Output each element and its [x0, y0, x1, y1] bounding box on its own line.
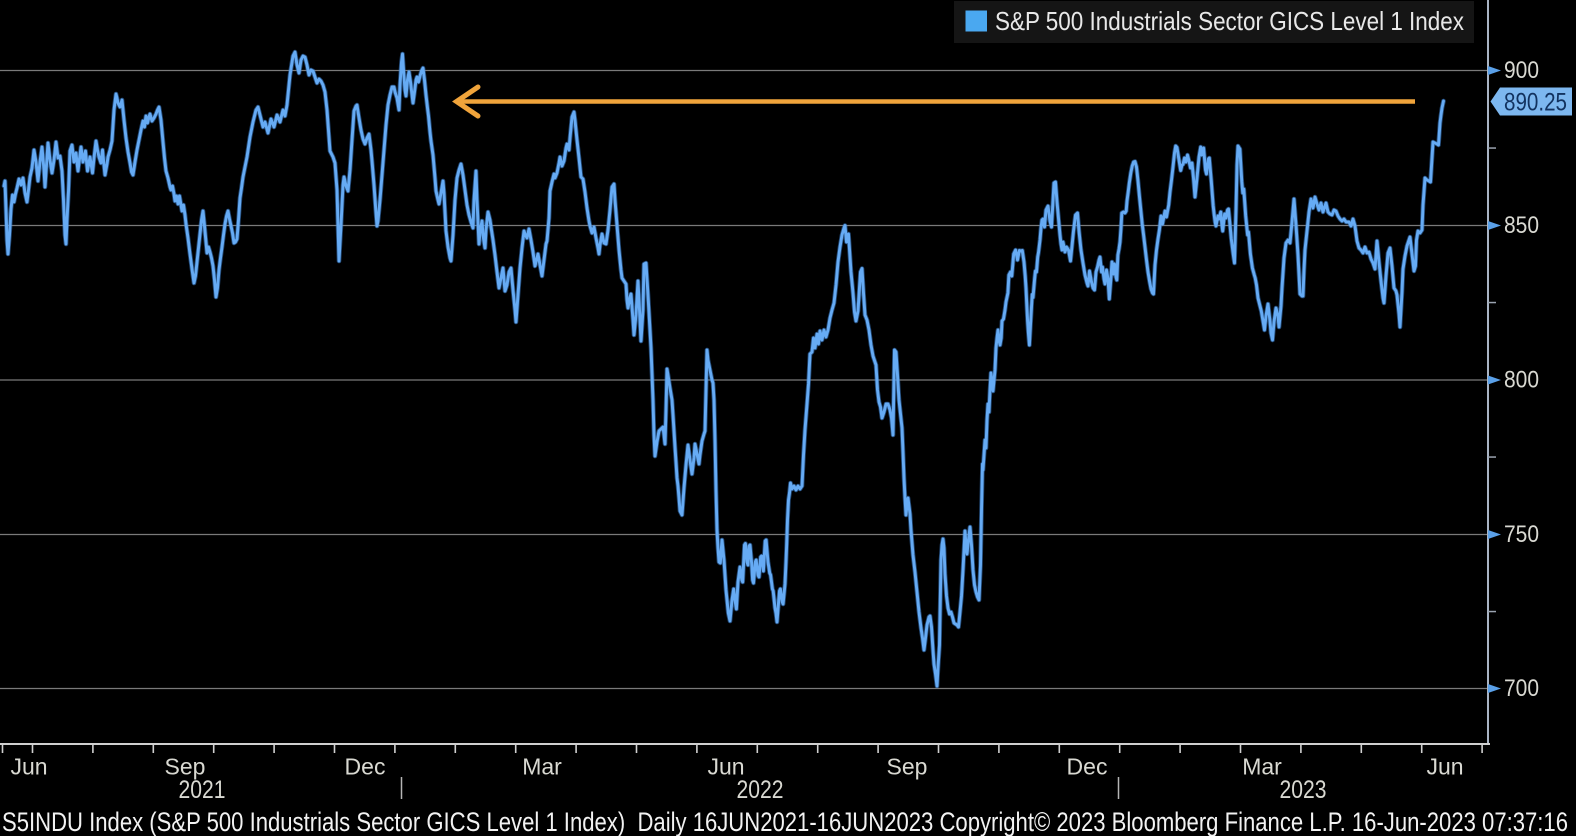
- svg-text:Jun: Jun: [707, 754, 744, 780]
- svg-text:900: 900: [1504, 57, 1539, 84]
- svg-text:Jun: Jun: [1426, 754, 1463, 780]
- svg-text:Dec: Dec: [345, 754, 386, 780]
- svg-text:2021: 2021: [179, 776, 226, 804]
- svg-text:Mar: Mar: [522, 754, 562, 780]
- svg-text:800: 800: [1504, 367, 1539, 394]
- svg-text:2022: 2022: [737, 776, 784, 804]
- svg-text:Sep: Sep: [165, 754, 206, 780]
- svg-text:850: 850: [1504, 212, 1539, 239]
- svg-text:700: 700: [1504, 675, 1539, 702]
- svg-text:750: 750: [1504, 521, 1539, 548]
- svg-text:S5INDU Index (S&P 500 Industri: S5INDU Index (S&P 500 Industrials Sector…: [2, 807, 1568, 836]
- svg-text:Sep: Sep: [887, 754, 928, 780]
- svg-text:Dec: Dec: [1067, 754, 1108, 780]
- svg-text:Jun: Jun: [10, 754, 47, 780]
- svg-text:2023: 2023: [1280, 776, 1327, 804]
- svg-text:S&P 500 Industrials Sector GIC: S&P 500 Industrials Sector GICS Level 1 …: [995, 6, 1464, 36]
- svg-text:Mar: Mar: [1242, 754, 1282, 780]
- svg-text:890.25: 890.25: [1504, 89, 1567, 117]
